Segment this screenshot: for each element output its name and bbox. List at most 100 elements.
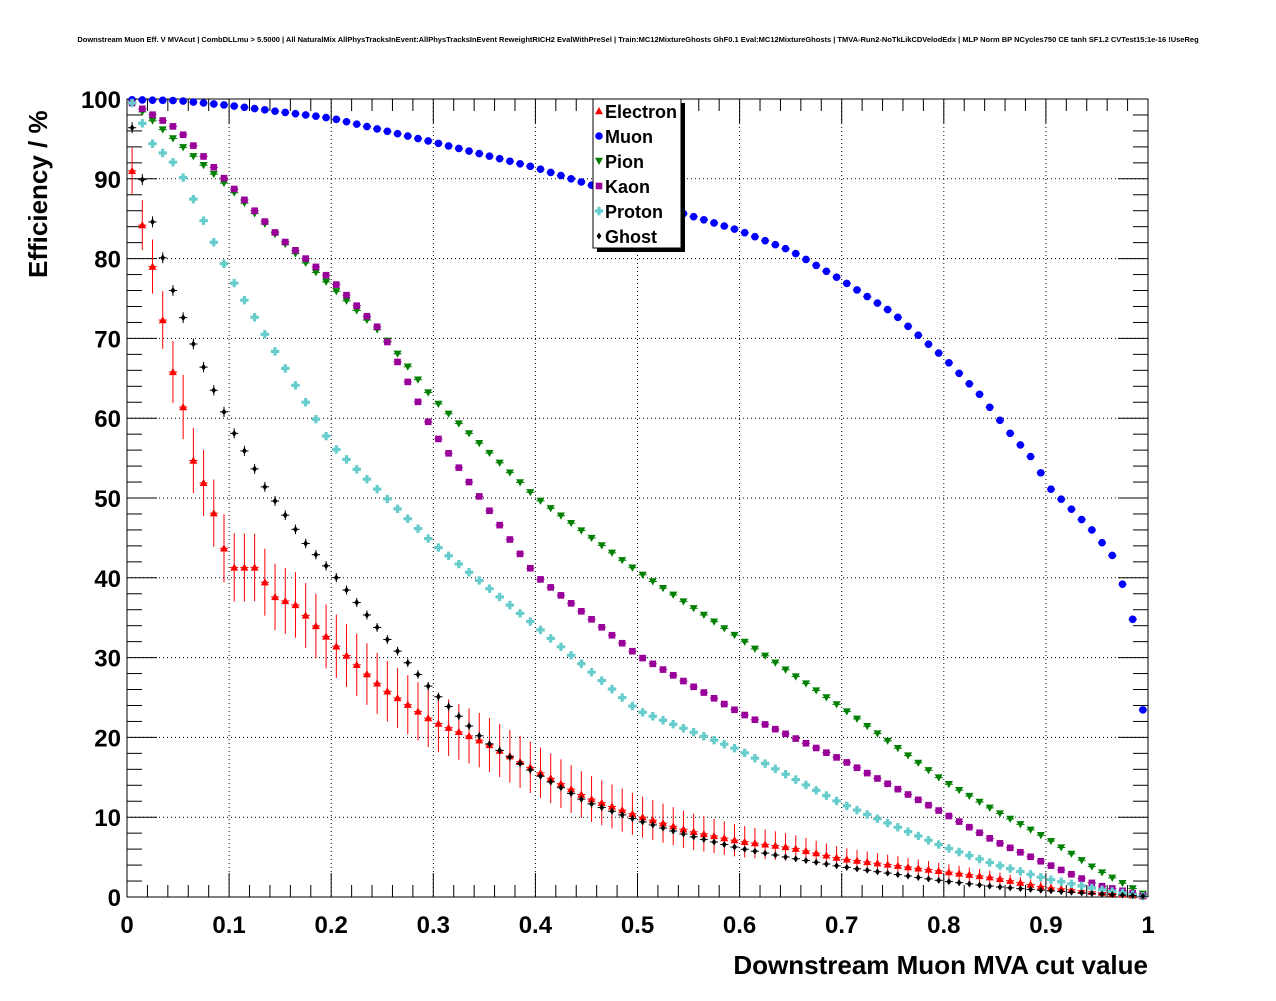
- data-point: [935, 807, 942, 814]
- data-point: [292, 247, 299, 254]
- data-point: [975, 798, 984, 806]
- data-point: [424, 137, 432, 145]
- data-point: [444, 723, 453, 731]
- data-point: [1108, 551, 1117, 560]
- data-point: [1026, 880, 1035, 888]
- data-point: [148, 96, 157, 104]
- data-point: [669, 672, 677, 679]
- data-point: [546, 505, 555, 513]
- data-point: [179, 144, 188, 152]
- data-point: [965, 851, 974, 860]
- data-point: [669, 720, 678, 729]
- data-point: [363, 312, 371, 320]
- data-point: [751, 716, 759, 724]
- data-point: [1006, 844, 1014, 852]
- legend: Electron Muon Pion Kaon Proton Ghost: [592, 98, 685, 252]
- data-point: [681, 830, 686, 838]
- data-point: [976, 829, 983, 837]
- data-point: [272, 497, 278, 505]
- data-point: [811, 786, 821, 795]
- data-point: [944, 844, 954, 853]
- data-point: [638, 571, 647, 579]
- data-point: [209, 509, 218, 517]
- data-point: [904, 862, 913, 871]
- data-point: [138, 221, 147, 229]
- data-point: [395, 647, 400, 655]
- data-point: [577, 659, 586, 668]
- data-point: [607, 684, 617, 694]
- data-point: [617, 693, 627, 702]
- legend-marker-proton: [594, 206, 604, 216]
- data-point: [567, 600, 575, 607]
- data-point: [618, 557, 627, 565]
- data-point: [863, 769, 871, 777]
- data-point: [599, 804, 605, 812]
- data-point: [772, 851, 778, 859]
- data-point: [526, 564, 534, 572]
- data-point: [761, 652, 770, 660]
- data-point: [210, 164, 218, 171]
- data-point: [281, 238, 289, 246]
- legend-label-muon: Muon: [605, 127, 653, 147]
- data-point: [364, 611, 370, 619]
- data-point: [649, 660, 657, 668]
- data-point: [301, 111, 310, 119]
- data-point: [179, 403, 188, 411]
- data-point: [689, 827, 698, 836]
- data-point: [995, 810, 1004, 818]
- data-point: [822, 267, 831, 276]
- data-point: [486, 507, 493, 515]
- data-point: [761, 721, 769, 728]
- x-tick-label: 0.3: [417, 912, 450, 939]
- data-point: [516, 479, 525, 487]
- data-point: [791, 775, 800, 784]
- data-point: [863, 292, 872, 301]
- data-point: [261, 218, 269, 225]
- data-point: [711, 838, 717, 846]
- data-point: [740, 228, 749, 237]
- data-point: [710, 618, 719, 626]
- data-point: [485, 584, 494, 593]
- data-point: [823, 749, 830, 756]
- data-point: [240, 563, 249, 571]
- data-point: [537, 576, 544, 583]
- x-tick-label: 0.8: [927, 912, 960, 939]
- data-point: [189, 153, 198, 161]
- y-tick-label: 0: [108, 885, 121, 912]
- data-point: [1120, 891, 1125, 899]
- data-point: [352, 120, 361, 128]
- data-point: [1069, 888, 1074, 896]
- data-point: [1036, 832, 1045, 840]
- data-point: [597, 676, 606, 685]
- data-point: [526, 489, 535, 497]
- grid-lines: [127, 99, 1148, 897]
- legend-box: [592, 98, 682, 249]
- data-point: [954, 847, 964, 857]
- data-point: [230, 278, 239, 288]
- data-point: [1016, 441, 1025, 449]
- data-point: [231, 429, 237, 437]
- data-point: [995, 861, 1005, 870]
- data-point: [1016, 821, 1025, 829]
- data-point: [465, 147, 473, 155]
- data-point: [250, 563, 259, 571]
- data-point: [977, 881, 982, 889]
- data-point: [230, 563, 239, 571]
- data-point: [270, 347, 280, 356]
- data-point: [975, 390, 984, 399]
- data-point: [567, 519, 576, 528]
- data-point: [476, 732, 482, 740]
- data-point: [250, 104, 259, 113]
- data-point: [516, 550, 524, 558]
- data-point: [1047, 837, 1056, 846]
- data-point: [732, 843, 737, 851]
- data-point: [885, 869, 891, 877]
- data-point: [1077, 857, 1086, 865]
- data-point: [557, 171, 565, 180]
- data-point: [311, 269, 320, 277]
- data-point: [1036, 882, 1045, 890]
- data-point: [242, 447, 247, 455]
- data-point: [548, 778, 554, 786]
- data-point: [1026, 870, 1035, 879]
- data-point: [464, 568, 474, 577]
